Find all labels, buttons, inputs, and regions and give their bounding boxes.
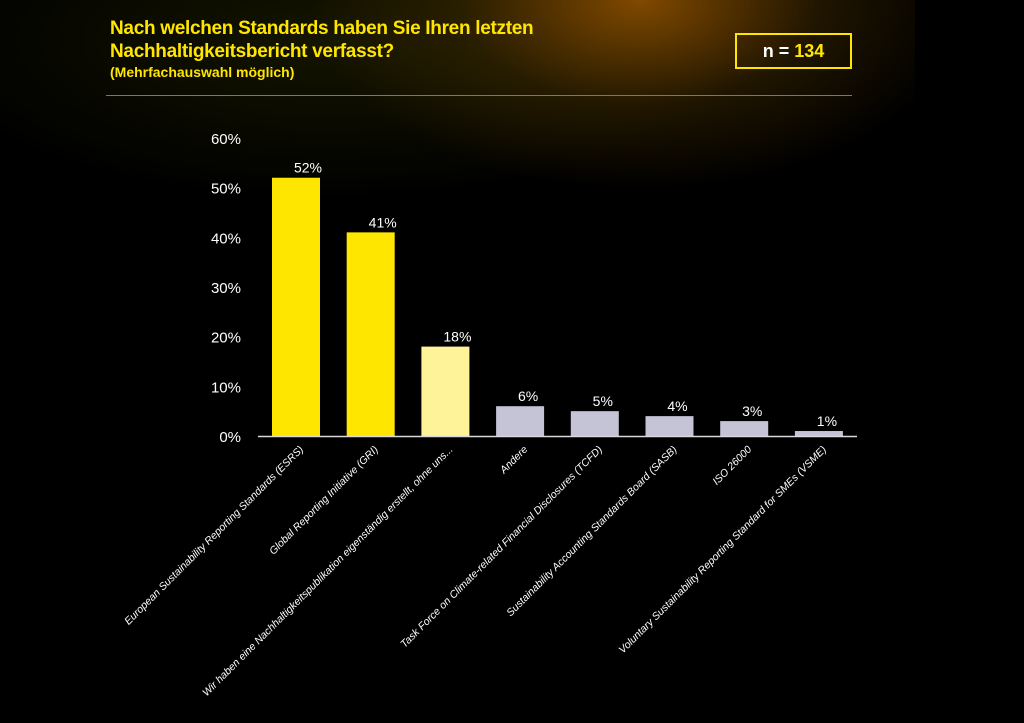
- y-tick-label: 0%: [219, 429, 241, 446]
- sample-size-value: 134: [794, 40, 825, 61]
- bar: [720, 421, 769, 436]
- title-line-2: Nachhaltigkeitsbericht verfasst?: [110, 41, 394, 62]
- bar: [570, 411, 619, 436]
- y-tick-label: 30%: [211, 280, 241, 297]
- data-label: 18%: [443, 329, 471, 345]
- x-tick-label: European Sustainability Reporting Standa…: [122, 444, 306, 628]
- data-label: 5%: [593, 393, 613, 409]
- bar: [346, 232, 395, 436]
- x-tick-label: Sustainability Accounting Standards Boar…: [504, 444, 679, 619]
- data-label: 6%: [518, 388, 538, 404]
- bar: [645, 416, 694, 436]
- bar: [794, 431, 843, 436]
- y-tick-label: 50%: [211, 181, 241, 198]
- y-tick-label: 40%: [211, 230, 241, 247]
- bar: [421, 346, 470, 436]
- title-line-1: Nach welchen Standards haben Sie Ihren l…: [110, 18, 534, 39]
- chart-title: Nach welchen Standards haben Sie Ihren l…: [110, 17, 534, 63]
- y-tick-label: 60%: [211, 131, 241, 148]
- data-label: 3%: [742, 403, 762, 419]
- x-tick-label: ISO 26000: [710, 444, 754, 488]
- header-divider: [106, 95, 852, 96]
- data-label: 4%: [667, 398, 687, 414]
- y-tick-label: 20%: [211, 330, 241, 347]
- data-label: 41%: [369, 214, 397, 230]
- y-tick-label: 10%: [211, 379, 241, 396]
- data-label: 1%: [817, 413, 837, 429]
- sample-size-label: n =: [762, 40, 790, 61]
- data-label: 52%: [294, 160, 322, 176]
- sample-size-box: n = 134: [735, 33, 852, 69]
- bar: [272, 177, 320, 436]
- chart-subtitle: (Mehrfachauswahl möglich): [110, 64, 295, 80]
- x-tick-label: Andere: [497, 444, 530, 477]
- x-tick-label: Wir haben eine Nachhaltigkeitspublikatio…: [200, 444, 455, 699]
- bar: [496, 406, 545, 436]
